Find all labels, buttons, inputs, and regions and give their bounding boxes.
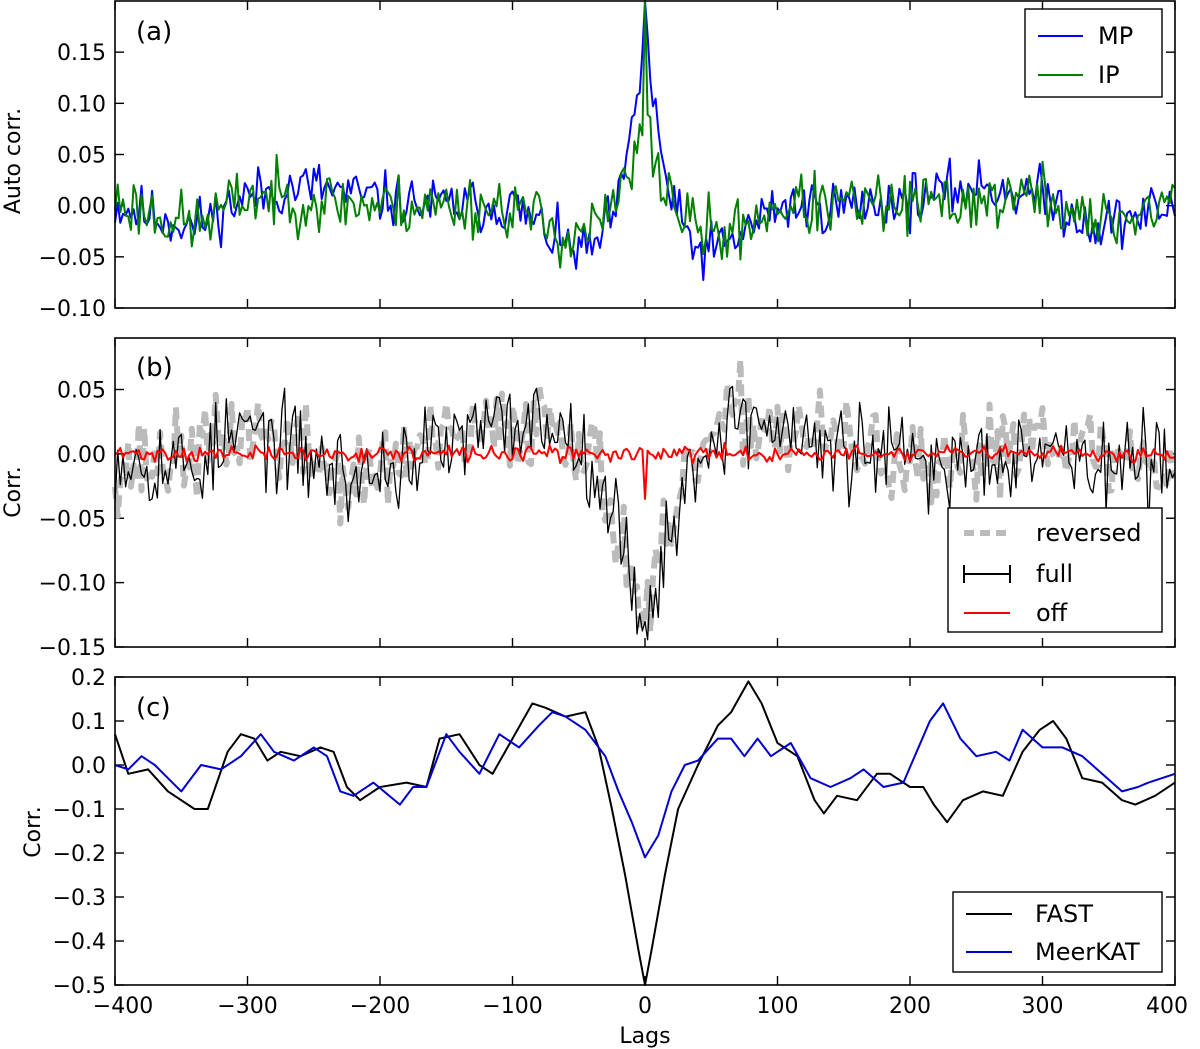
- panel-c-ylabel: Corr.: [21, 806, 46, 858]
- panel-c-legend-box: [952, 891, 1163, 973]
- x-tick-label: 400: [1146, 994, 1188, 1019]
- panel-b-y-ticks: −0.15 −0.10 −0.05 0.00 0.05: [39, 379, 1175, 661]
- x-tick-label: 200: [889, 994, 931, 1019]
- series-ip: [114, 0, 1176, 269]
- panel-c: (c) Corr. −0.5−0.4−0.3−0.2−0.10.00.10.2 …: [21, 666, 1188, 1049]
- x-tick-label: 100: [757, 994, 799, 1019]
- panel-a-frame: [114, 0, 1176, 309]
- panel-b-ylabel: Corr.: [1, 466, 26, 518]
- y-tick-label: 0.05: [57, 379, 106, 404]
- legend-swatch-full: [963, 565, 1011, 583]
- legend-label-fast: FAST: [1035, 900, 1093, 928]
- panel-b: (b) Corr. −0.15 −0.10 −0.05 0.00 0.05 revers…: [1, 337, 1177, 661]
- y-tick-label: 0.2: [71, 666, 106, 691]
- x-tick-label: 300: [1022, 994, 1064, 1019]
- panel-c-y-ticks: −0.5 −0.4 −0.3 −0.2 −0.1 0.0 0.1 0.2: [53, 666, 1175, 999]
- legend-label-mp: MP: [1098, 22, 1133, 50]
- y-tick-label: 0.10: [57, 92, 106, 117]
- panel-b-frame: [114, 337, 1176, 648]
- x-tick-label: −100: [482, 994, 542, 1019]
- series-reversed: [112, 356, 1177, 635]
- x-axis-label: Lags: [619, 1024, 670, 1049]
- panel-a-label: (a): [136, 17, 172, 47]
- series-off: [114, 441, 1176, 500]
- y-tick-label: −0.15: [39, 636, 106, 661]
- panel-b-legend: reversed full off: [947, 507, 1163, 633]
- x-tick-label: 0: [638, 994, 652, 1019]
- y-tick-label: −0.05: [39, 246, 106, 271]
- y-tick-label: 0.15: [57, 41, 106, 66]
- panel-b-series: [112, 356, 1177, 641]
- panel-c-legend: FAST MeerKAT: [952, 891, 1163, 973]
- legend-label-reversed: reversed: [1036, 519, 1141, 547]
- y-tick-label: −0.5: [53, 974, 106, 999]
- legend-label-full: full: [1036, 560, 1073, 588]
- y-tick-label: −0.05: [39, 507, 106, 532]
- panel-c-series: [114, 680, 1176, 986]
- legend-label-off: off: [1036, 599, 1068, 627]
- panel-a-y-ticks: −0.10 −0.05 0.00 0.05 0.10 0.15: [39, 41, 1175, 322]
- y-tick-label: 0.00: [57, 195, 106, 220]
- x-tick-label: −400: [93, 994, 153, 1019]
- panel-a-legend-box: [1024, 8, 1163, 98]
- series-fast: [114, 680, 1176, 986]
- panel-b-legend-box: [947, 507, 1163, 633]
- panel-c-frame: [114, 676, 1176, 986]
- y-tick-label: −0.10: [39, 297, 106, 322]
- y-tick-label: 0.0: [71, 754, 106, 779]
- y-tick-label: −0.4: [53, 930, 106, 955]
- y-tick-label: −0.1: [53, 798, 106, 823]
- series-meerkat: [114, 702, 1176, 859]
- legend-label-ip: IP: [1098, 61, 1120, 89]
- y-tick-label: 0.00: [57, 443, 106, 468]
- panel-a-series: [114, 0, 1176, 281]
- series-full: [114, 385, 1176, 641]
- x-tick-label: −300: [217, 994, 277, 1019]
- legend-label-meerkat: MeerKAT: [1035, 938, 1140, 966]
- panel-c-label: (c): [136, 693, 171, 723]
- y-tick-label: 0.05: [57, 144, 106, 169]
- panel-b-label: (b): [136, 353, 173, 383]
- panel-a-ylabel: Auto corr.: [1, 108, 26, 214]
- panel-a-legend: MP IP: [1024, 8, 1163, 98]
- x-tick-labels: −400 −300 −200 −100 0 100 200 300 400: [93, 994, 1188, 1019]
- panel-a: (a) Auto corr. −0.10 −0.05 0.00 0.05 0.10 0.1…: [1, 0, 1176, 322]
- y-tick-label: −0.10: [39, 572, 106, 597]
- y-tick-label: 0.1: [71, 710, 106, 735]
- y-tick-label: −0.3: [53, 886, 106, 911]
- y-tick-label: −0.2: [53, 842, 106, 867]
- x-tick-label: −200: [350, 994, 410, 1019]
